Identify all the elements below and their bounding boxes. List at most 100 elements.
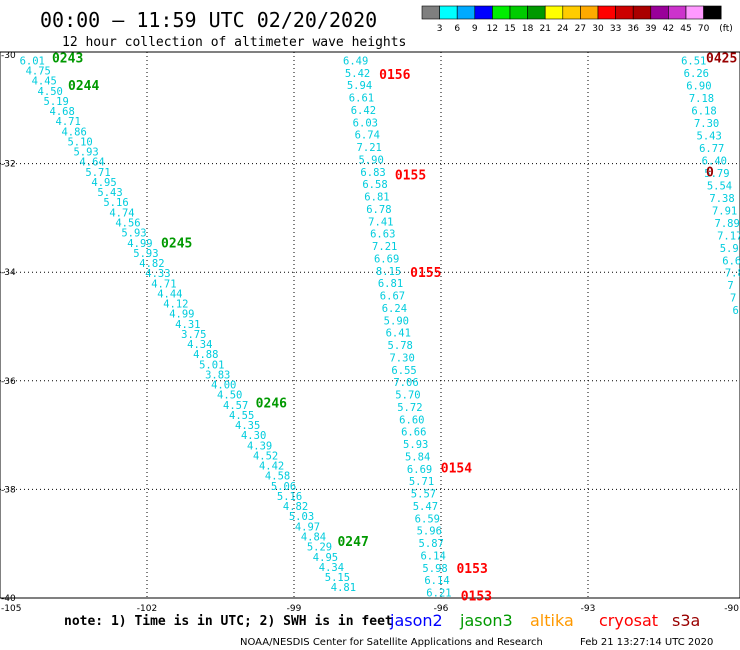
wave-height-label: 4.86: [61, 126, 86, 138]
wave-height-label: 7.06: [393, 377, 418, 389]
wave-height-label: 5.15: [325, 572, 350, 584]
pass-time-label: 0155: [395, 168, 426, 183]
colorbar-swatch: [562, 5, 581, 20]
wave-height-label: 5.93: [133, 248, 158, 260]
wave-height-label: 7.17: [717, 230, 740, 242]
wave-height-label: 4.33: [145, 268, 170, 280]
colorbar-swatch: [615, 5, 634, 20]
wave-height-label: 5.71: [409, 476, 434, 488]
wave-height-label: 4.52: [253, 450, 278, 462]
wave-height-label: 5.47: [413, 501, 438, 513]
wave-height-label: 6.77: [699, 143, 724, 155]
wave-height-label: 5.70: [395, 390, 420, 402]
wave-height-label: 4.44: [157, 288, 182, 300]
colorbar-swatch: [456, 5, 476, 20]
wave-height-label: 4.71: [151, 278, 176, 290]
colorbar-swatch: [632, 5, 652, 20]
wave-height-label: 6.03: [353, 117, 378, 129]
wave-height-label: 4.45: [32, 76, 57, 88]
colorbar-label: 18: [522, 24, 534, 34]
colorbar-swatch: [527, 5, 546, 20]
latitude-tick-label: -38: [1, 485, 16, 495]
wave-height-label: 5.78: [388, 340, 413, 352]
footer-credit: NOAA/NESDIS Center for Satellite Applica…: [240, 637, 543, 648]
wave-height-label: 4.50: [38, 86, 63, 98]
altimeter-track: 6.014.754.454.505.194.684.714.865.105.93…: [20, 52, 369, 594]
wave-height-label: 6.81: [364, 192, 389, 204]
wave-height-label: 7: [727, 280, 733, 292]
wave-height-label: 6.14: [420, 550, 445, 562]
colorbar-label: 45: [680, 24, 691, 34]
wave-height-label: 6.51: [681, 55, 706, 67]
wave-height-label: 5.94: [347, 80, 372, 92]
wave-height-label: 5.03: [289, 511, 314, 523]
wave-height-label: 5.90: [384, 315, 409, 327]
wave-height-label: 7.8: [725, 268, 740, 280]
wave-height-label: 4.68: [50, 106, 75, 118]
wave-height-label: 6.49: [343, 55, 368, 67]
wave-height-label: 4.35: [235, 420, 260, 432]
satellite-legend-jason3: jason3: [459, 611, 513, 630]
units-note: note: 1) Time is in UTC; 2) SWH is in fe…: [64, 614, 393, 629]
wave-height-label: 5.19: [44, 96, 69, 108]
wave-height-label: 6.81: [378, 278, 403, 290]
colorbar-label: 21: [539, 24, 550, 34]
colorbar-label: 70: [698, 24, 710, 34]
pass-time-label: 0246: [256, 397, 287, 412]
longitude-tick-label: -90: [724, 604, 739, 614]
wave-height-label: 7.30: [694, 118, 719, 130]
wave-height-label: 4.95: [313, 552, 338, 564]
longitude-tick-label: -99: [287, 604, 302, 614]
latitude-tick-label: -40: [1, 594, 16, 604]
longitude-tick-label: -93: [581, 604, 596, 614]
map-title: 00:00 – 11:59 UTC 02/20/2020: [40, 8, 377, 32]
colorbar-legend: 3 6 9 12 15 18 21 24 27 30 33 36 39 42 45 70 (ft): [421, 5, 733, 34]
wave-height-label: 4.57: [223, 400, 248, 412]
wave-height-label: 4.00: [211, 380, 236, 392]
wave-height-label: 6.26: [684, 68, 709, 80]
pass-time-label: 0155: [410, 266, 441, 281]
pass-time-label: 0153: [461, 589, 492, 604]
colorbar-swatch: [439, 5, 458, 20]
colorbar-swatch: [421, 5, 440, 20]
wave-height-label: 6: [733, 305, 739, 317]
pass-time-label: 0243: [52, 52, 83, 67]
wave-height-label: 8.15: [376, 266, 401, 278]
wave-height-label: 3.75: [181, 329, 206, 341]
colorbar-label: 27: [575, 24, 586, 34]
wave-height-label: 4.81: [331, 582, 356, 594]
wave-height-label: 5.54: [707, 180, 732, 192]
wave-height-label: 5.84: [405, 451, 430, 463]
latitude-tick-label: -30: [1, 51, 16, 61]
wave-height-label: 6.63: [370, 229, 395, 241]
pass-time-label: 0245: [161, 236, 192, 251]
wave-height-label: 6.69: [374, 253, 399, 265]
pass-time-label: 0153: [456, 562, 487, 577]
wave-height-label: 7.30: [389, 352, 414, 364]
wave-height-label: 5.79: [704, 168, 729, 180]
pass-time-label: 0247: [337, 535, 368, 550]
wave-height-label: 6.59: [415, 513, 440, 525]
wave-height-label: 4.95: [91, 177, 116, 189]
wave-height-label: 6.14: [424, 575, 449, 587]
wave-height-label: 4.42: [259, 461, 284, 473]
colorbar-label: 9: [472, 24, 478, 34]
wave-height-label: 4.55: [229, 410, 254, 422]
wave-height-label: 6.78: [366, 204, 391, 216]
colorbar-label: 42: [663, 24, 674, 34]
wave-height-label: 5.90: [358, 154, 383, 166]
wave-height-label: 5.06: [271, 481, 296, 493]
pass-time-label: 0156: [379, 68, 410, 83]
wave-height-label: 3.83: [205, 369, 230, 381]
wave-height-label: 5.96: [417, 526, 442, 538]
wave-height-label: 6.24: [382, 303, 407, 315]
wave-height-label: 4.50: [217, 390, 242, 402]
wave-height-label: 4.64: [79, 157, 104, 169]
wave-height-label: 7.89: [715, 218, 740, 230]
wave-height-label: 5.16: [277, 491, 302, 503]
wave-height-label: 7.18: [689, 93, 714, 105]
map-frame: [0, 51, 740, 599]
wave-height-label: 5.98: [422, 563, 447, 575]
wave-height-label: 5.43: [697, 130, 722, 142]
satellite-legend-altika: altika: [530, 611, 574, 630]
